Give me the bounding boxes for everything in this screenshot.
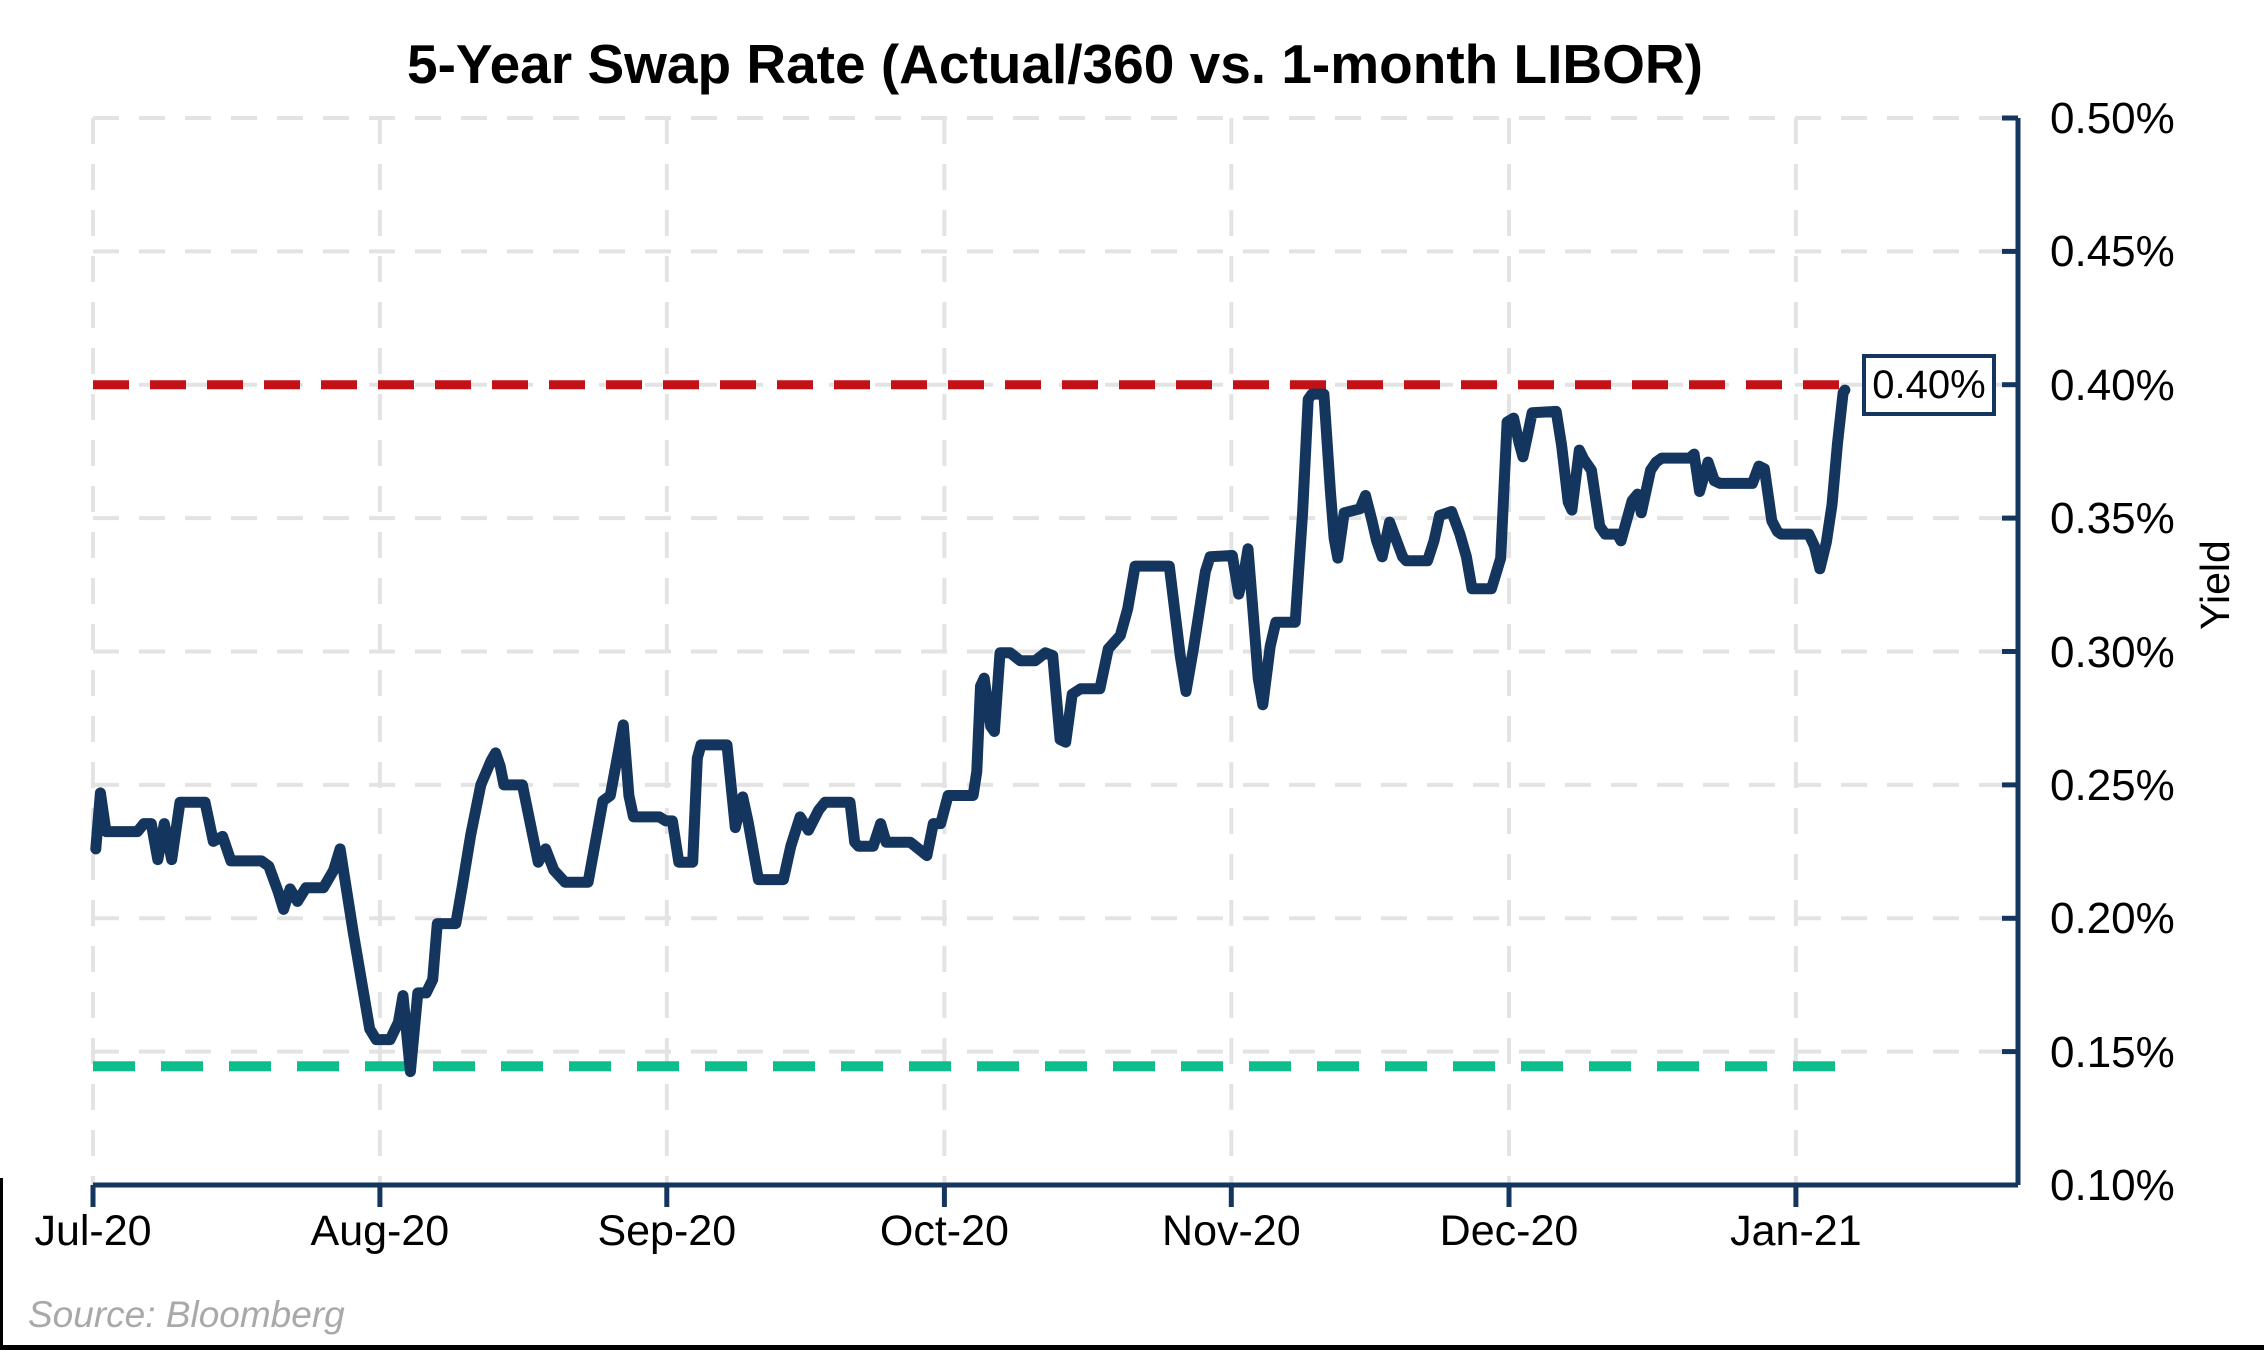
left-border <box>0 1178 3 1350</box>
axes <box>90 115 2021 1207</box>
reference-lines <box>93 380 1847 1072</box>
annotation-box: 0.40% <box>1862 354 1996 416</box>
x-axis-tick-label: Aug-20 <box>310 1207 450 1255</box>
source-note: Source: Bloomberg <box>28 1294 345 1335</box>
chart-title: 5-Year Swap Rate (Actual/360 vs. 1-month… <box>407 33 1703 95</box>
y-axis-tick-label: 0.35% <box>2050 494 2175 544</box>
y-axis-tick-label: 0.20% <box>2050 894 2175 944</box>
x-axis-tick-label: Sep-20 <box>597 1207 737 1255</box>
swap-rate-line <box>90 384 1851 1078</box>
x-axis-tick-label: Nov-20 <box>1162 1207 1301 1255</box>
annotation-label: 0.40% <box>1872 362 1986 407</box>
x-axis-tick-label: Oct-20 <box>879 1207 1009 1255</box>
y-axis-title: Yield <box>2192 540 2238 630</box>
y-axis-tick-label: 0.30% <box>2050 627 2175 677</box>
y-axis-tick-label: 0.25% <box>2050 760 2175 810</box>
x-axis-tick-label: Dec-20 <box>1439 1207 1579 1255</box>
y-axis-tick-label: 0.10% <box>2050 1161 2175 1210</box>
y-axis-tick-label: 0.50% <box>2050 94 2175 143</box>
y-axis-tick-label: 0.40% <box>2050 360 2175 410</box>
y-axis-tick-label: 0.45% <box>2050 227 2175 277</box>
x-axis-tick-label: Jan-21 <box>1730 1207 1862 1255</box>
y-axis-tick-label: 0.15% <box>2050 1027 2175 1077</box>
bottom-border <box>0 1345 2264 1350</box>
x-axis-tick-label: Jul-20 <box>34 1207 152 1255</box>
gridlines <box>91 116 2018 1185</box>
